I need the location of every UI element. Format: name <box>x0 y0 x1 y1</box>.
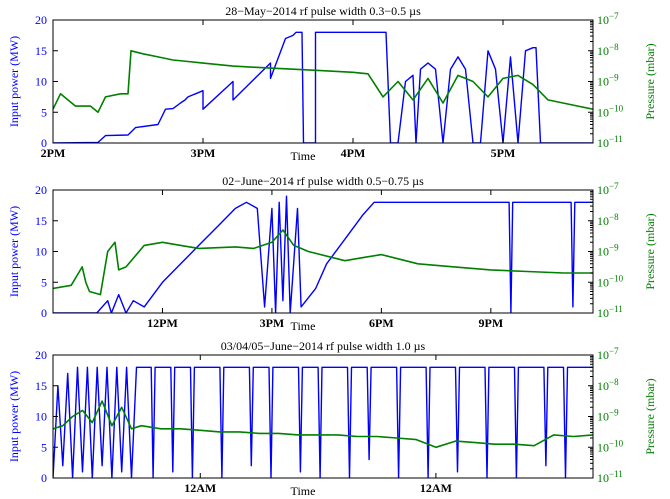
chart-panel-may-28: 28−May−2014 rf pulse width 0.3−0.5 µs 0 5 1… <box>7 4 657 163</box>
x-tick-label: 2PM <box>41 146 66 160</box>
left-tick-label: 20 <box>35 348 47 362</box>
pressure-series-line <box>53 400 593 449</box>
left-tick-label: 15 <box>35 379 47 393</box>
input-power-series-line <box>53 31 593 143</box>
left-tick-label: 15 <box>35 44 47 58</box>
left-axis-label: Input power (MW) <box>7 371 21 462</box>
right-tick-label: 10−9 <box>597 73 619 89</box>
x-tick-label: 12PM <box>147 316 178 330</box>
left-tick-label: 5 <box>41 440 47 454</box>
left-tick-label: 10 <box>35 410 47 424</box>
input-power-series-line <box>53 195 593 313</box>
x-axis-label: Time <box>291 484 316 498</box>
right-tick-label: 10−7 <box>597 181 619 197</box>
left-axis-label: Input power (MW) <box>7 36 21 127</box>
right-tick-label: 10−11 <box>597 304 623 320</box>
left-tick-label: 5 <box>41 105 47 119</box>
left-tick-label: 20 <box>35 183 47 197</box>
chart-title: 02−June−2014 rf pulse width 0.5−0.75 µs <box>222 174 424 188</box>
right-tick-label: 10−8 <box>597 42 619 58</box>
x-tick-label: 3PM <box>260 316 285 330</box>
left-tick-label: 0 <box>41 471 47 485</box>
right-tick-label: 10−7 <box>597 11 619 27</box>
pressure-series-line <box>53 49 593 114</box>
left-tick-label: 0 <box>41 306 47 320</box>
chart-title: 03/04/05−June−2014 rf pulse width 1.0 µs <box>221 339 426 353</box>
x-tick-label: 4PM <box>341 146 366 160</box>
x-axis-label: Time <box>291 149 316 163</box>
left-tick-label: 10 <box>35 245 47 259</box>
right-tick-label: 10−10 <box>597 273 624 289</box>
chart-panel-june-02: 02−June−2014 rf pulse width 0.5−0.75 µs 0… <box>7 174 657 333</box>
right-tick-label: 10−11 <box>597 134 623 150</box>
x-tick-label: 6PM <box>369 316 394 330</box>
x-axis-label: Time <box>291 319 316 333</box>
left-axis-label: Input power (MW) <box>7 206 21 297</box>
right-tick-label: 10−10 <box>597 438 624 454</box>
chart-panel-june-03-05: 03/04/05−June−2014 rf pulse width 1.0 µs… <box>7 339 657 498</box>
right-axis-label: Pressure (mbar) <box>643 378 657 454</box>
left-tick-label: 15 <box>35 214 47 228</box>
x-tick-label: 5PM <box>491 146 516 160</box>
left-tick-label: 5 <box>41 275 47 289</box>
right-tick-label: 10−9 <box>597 408 619 424</box>
right-tick-label: 10−11 <box>597 469 623 485</box>
right-tick-label: 10−8 <box>597 212 619 228</box>
right-axis-label: Pressure (mbar) <box>643 213 657 289</box>
right-tick-label: 10−7 <box>597 346 619 362</box>
x-tick-label: 12AM <box>420 481 452 495</box>
left-tick-label: 10 <box>35 75 47 89</box>
input-power-series-line <box>53 366 593 478</box>
x-tick-label: 3PM <box>191 146 216 160</box>
right-tick-label: 10−10 <box>597 103 624 119</box>
right-axis-label: Pressure (mbar) <box>643 43 657 119</box>
x-tick-label: 12AM <box>184 481 216 495</box>
pressure-series-line <box>53 229 593 296</box>
left-tick-label: 0 <box>41 136 47 150</box>
x-tick-label: 9PM <box>479 316 504 330</box>
right-tick-label: 10−9 <box>597 243 619 259</box>
chart-title: 28−May−2014 rf pulse width 0.3−0.5 µs <box>225 4 421 18</box>
left-tick-label: 20 <box>35 13 47 27</box>
right-tick-label: 10−8 <box>597 377 619 393</box>
